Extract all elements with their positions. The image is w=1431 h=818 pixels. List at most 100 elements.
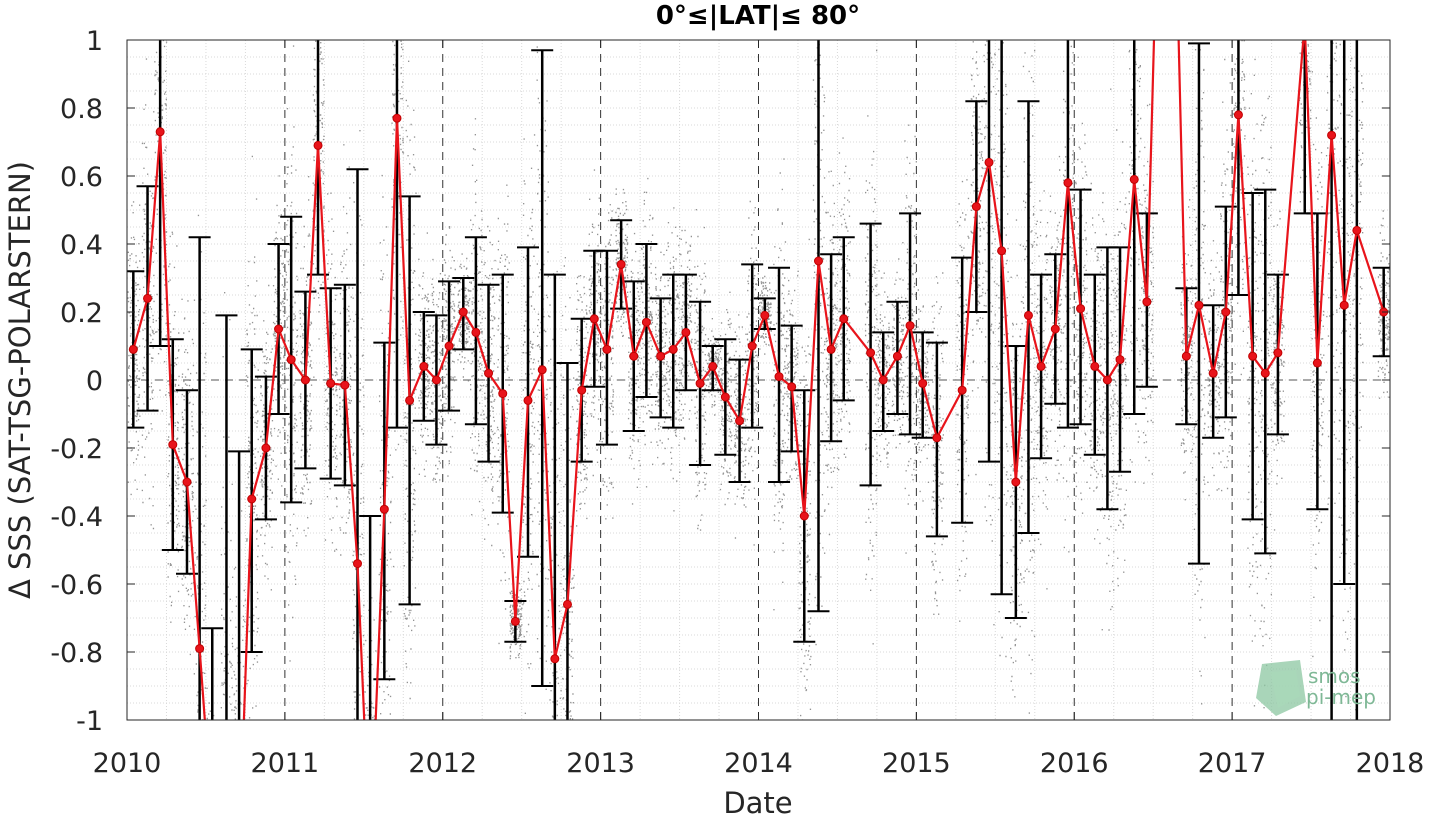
mean-marker	[1102, 375, 1112, 385]
mean-marker	[813, 256, 823, 266]
mean-marker	[839, 314, 849, 324]
mean-marker	[799, 511, 809, 521]
mean-marker	[997, 246, 1007, 256]
mean-marker	[1208, 368, 1218, 378]
mean-marker	[392, 113, 402, 123]
mean-marker	[787, 382, 797, 392]
mean-marker	[168, 440, 178, 450]
mean-marker	[419, 361, 429, 371]
mean-marker	[562, 599, 572, 609]
y-tick-label: 0	[86, 366, 103, 397]
mean-marker	[668, 344, 678, 354]
mean-marker	[774, 372, 784, 382]
mean-marker	[641, 317, 651, 327]
mean-marker	[1352, 225, 1362, 235]
mean-marker	[1194, 300, 1204, 310]
mean-marker	[656, 351, 666, 361]
mean-marker	[458, 307, 468, 317]
mean-marker	[1273, 348, 1283, 358]
x-tick-label: 2016	[1040, 748, 1109, 779]
mean-marker	[247, 494, 257, 504]
mean-marker	[1221, 307, 1231, 317]
mean-marker	[1248, 351, 1258, 361]
x-axis-label: Date	[723, 786, 792, 818]
y-tick-label: -0.8	[50, 638, 103, 669]
mean-marker	[708, 361, 718, 371]
x-tick-label: 2012	[408, 748, 477, 779]
mean-marker	[957, 385, 967, 395]
mean-marker	[143, 293, 153, 303]
y-tick-label: -1	[76, 706, 103, 737]
mean-marker	[1050, 324, 1060, 334]
mean-marker	[286, 355, 296, 365]
mean-marker	[155, 127, 165, 137]
x-tick-label: 2013	[566, 748, 635, 779]
mean-marker	[1260, 368, 1270, 378]
mean-marker	[878, 375, 888, 385]
mean-marker	[681, 327, 691, 337]
mean-marker	[1327, 130, 1337, 140]
mean-marker	[918, 378, 928, 388]
mean-marker	[1115, 355, 1125, 365]
y-tick-label: -0.6	[50, 570, 103, 601]
mean-marker	[537, 365, 547, 375]
mean-marker	[1063, 178, 1073, 188]
mean-marker	[589, 314, 599, 324]
mean-marker	[352, 559, 362, 569]
y-axis-label: Δ SSS (SAT-TSG-POLARSTERN)	[3, 161, 37, 599]
y-tick-label: -0.2	[50, 434, 103, 465]
mean-marker	[379, 504, 389, 514]
mean-marker	[182, 477, 192, 487]
mean-marker	[1076, 304, 1086, 314]
mean-marker	[431, 375, 441, 385]
mean-marker	[313, 140, 323, 150]
mean-marker	[760, 310, 770, 320]
mean-marker	[1036, 361, 1046, 371]
mean-marker	[932, 433, 942, 443]
mean-marker	[1011, 477, 1021, 487]
mean-marker	[720, 392, 730, 402]
mean-marker	[1142, 297, 1152, 307]
mean-marker	[905, 321, 915, 331]
mean-marker	[826, 344, 836, 354]
mean-marker	[523, 395, 533, 405]
mean-marker	[747, 341, 757, 351]
x-tick-label: 2011	[251, 748, 320, 779]
mean-marker	[1023, 310, 1033, 320]
mean-marker	[340, 380, 350, 390]
mean-marker	[326, 378, 336, 388]
mean-marker	[629, 351, 639, 361]
x-tick-label: 2018	[1356, 748, 1425, 779]
x-tick-label: 2010	[93, 748, 162, 779]
mean-marker	[695, 378, 705, 388]
mean-marker	[577, 385, 587, 395]
mean-marker	[1181, 351, 1191, 361]
y-tick-label: -0.4	[50, 502, 103, 533]
mean-marker	[892, 351, 902, 361]
mean-marker	[128, 344, 138, 354]
mean-marker	[405, 395, 415, 405]
mean-marker	[510, 616, 520, 626]
x-tick-label: 2014	[724, 748, 793, 779]
axis-ticks: 2010 2011 2012 2013 2014 2015 2016 2017 2018 -1 -0…	[50, 26, 1424, 779]
mean-marker	[1090, 361, 1100, 371]
mean-marker	[735, 416, 745, 426]
mean-marker	[1339, 300, 1349, 310]
mean-marker	[550, 654, 560, 664]
mean-marker	[984, 157, 994, 167]
logo-text-line1: smos	[1308, 664, 1361, 688]
logo-text-line2: pi-mep	[1306, 685, 1376, 709]
y-tick-label: 0.4	[60, 230, 103, 261]
mean-marker	[602, 344, 612, 354]
chart-title: 0°≤|LAT|≤ 80°	[656, 1, 860, 31]
mean-marker	[1233, 110, 1243, 120]
mean-marker	[444, 341, 454, 351]
x-tick-label: 2017	[1198, 748, 1267, 779]
mean-marker	[195, 644, 205, 654]
mean-marker	[484, 368, 494, 378]
y-tick-label: 1	[86, 26, 103, 57]
mean-marker	[866, 348, 876, 358]
mean-marker	[300, 375, 310, 385]
mean-marker	[1129, 174, 1139, 184]
